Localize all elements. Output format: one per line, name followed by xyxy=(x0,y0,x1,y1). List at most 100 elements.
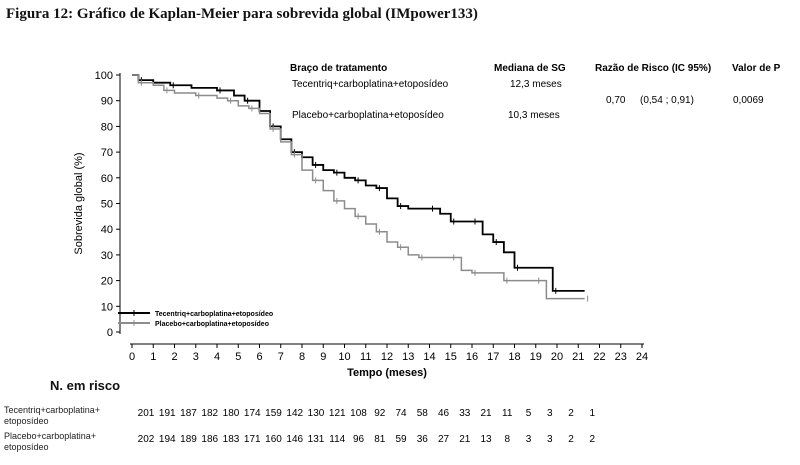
y-tick-label: 30 xyxy=(101,250,113,262)
risk-value: 180 xyxy=(223,408,240,419)
risk-value: 171 xyxy=(244,434,261,445)
y-tick-label: 20 xyxy=(101,276,113,288)
risk-value: 114 xyxy=(329,434,345,445)
series-line-1 xyxy=(132,74,585,300)
y-tick-label: 40 xyxy=(101,224,113,236)
risk-value: 189 xyxy=(180,434,197,445)
y-tick-label: 100 xyxy=(95,70,113,82)
risk-value: 96 xyxy=(353,434,365,445)
annotation-header: Braço de tratamento xyxy=(290,63,387,74)
y-tick-label: 0 xyxy=(107,327,113,339)
risk-value: 187 xyxy=(180,408,197,419)
risk-value: 33 xyxy=(459,408,471,419)
risk-table-values: 201 191 187 182 180 174 159 142 130 121 108 92 74 58 4… xyxy=(138,408,596,445)
x-tick-label: 7 xyxy=(278,351,284,363)
annotation-arm: Tecentriq+carboplatina+etoposídeo xyxy=(292,79,449,90)
x-tick-label: 23 xyxy=(615,351,627,363)
risk-value: 2 xyxy=(589,434,595,445)
x-tick-label: 1 xyxy=(150,351,156,363)
y-tick-label: 50 xyxy=(101,199,113,211)
risk-value: 194 xyxy=(159,434,176,445)
annotation-ci: (0,54 ; 0,91) xyxy=(640,95,694,106)
x-tick-label: 17 xyxy=(487,351,499,363)
x-axis-label: Tempo (meses) xyxy=(347,367,427,379)
x-tick-label: 19 xyxy=(530,351,542,363)
y-tick-label: 90 xyxy=(101,96,113,108)
annotation-median: 12,3 meses xyxy=(510,79,562,90)
risk-value: 46 xyxy=(438,408,450,419)
y-tick-label: 70 xyxy=(101,147,113,159)
figure-title: Figura 12: Gráfico de Kaplan-Meier para … xyxy=(6,6,478,22)
y-tick-label: 10 xyxy=(101,301,113,313)
x-tick-label: 2 xyxy=(171,351,177,363)
risk-value: 186 xyxy=(201,434,218,445)
risk-value: 202 xyxy=(138,434,155,445)
risk-value: 1 xyxy=(589,408,595,419)
annotation-p: 0,0069 xyxy=(733,95,764,106)
risk-value: 21 xyxy=(459,434,471,445)
risk-value: 108 xyxy=(350,408,367,419)
risk-value: 182 xyxy=(201,408,218,419)
x-tick-label: 4 xyxy=(214,351,220,363)
chart-ticks: 0 1 2 3 4 5 6 7 8 9 10 11 12 13 14 15 16 17 18 19 20 21 22 23 24… xyxy=(95,70,648,363)
risk-table-title: N. em risco xyxy=(50,378,121,393)
y-tick-label: 60 xyxy=(101,173,113,185)
risk-value: 201 xyxy=(138,408,155,419)
risk-value: 13 xyxy=(480,434,492,445)
x-tick-label: 5 xyxy=(235,351,241,363)
x-tick-label: 22 xyxy=(593,351,605,363)
risk-value: 146 xyxy=(286,434,303,445)
x-tick-label: 3 xyxy=(193,351,199,363)
risk-value: 8 xyxy=(504,434,510,445)
risk-value: 3 xyxy=(547,408,553,419)
annotation-header: Mediana de SG xyxy=(494,63,566,74)
x-tick-label: 18 xyxy=(508,351,520,363)
risk-value: 11 xyxy=(502,408,513,419)
risk-row-label-placebo: Placebo+carboplatina+ etoposídeo xyxy=(4,431,97,452)
annotation-header: Valor de P xyxy=(732,63,781,74)
risk-value: 3 xyxy=(547,434,553,445)
legend-label: Tecentriq+carboplatina+etoposídeo xyxy=(155,311,273,318)
x-tick-label: 6 xyxy=(256,351,262,363)
risk-value: 81 xyxy=(374,434,386,445)
x-tick-label: 21 xyxy=(572,351,584,363)
y-tick-label: 80 xyxy=(101,121,113,133)
risk-value: 21 xyxy=(480,408,492,419)
risk-value: 74 xyxy=(395,408,407,419)
x-tick-label: 15 xyxy=(445,351,457,363)
risk-value: 58 xyxy=(417,408,429,419)
risk-value: 3 xyxy=(526,434,532,445)
risk-value: 142 xyxy=(286,408,303,419)
x-tick-label: 10 xyxy=(338,351,350,363)
legend-label: Placebo+carboplatina+etoposídeo xyxy=(155,321,269,328)
risk-value: 59 xyxy=(395,434,407,445)
risk-value: 2 xyxy=(568,434,574,445)
risk-value: 2 xyxy=(568,408,574,419)
risk-value: 5 xyxy=(526,408,532,419)
series-line-0 xyxy=(132,74,585,292)
annotation-header: Razão de Risco (IC 95%) xyxy=(595,63,711,74)
y-axis-label: Sobrevida global (%) xyxy=(73,152,85,254)
risk-value: 36 xyxy=(417,434,429,445)
x-tick-label: 14 xyxy=(423,351,435,363)
risk-value: 191 xyxy=(159,408,176,419)
x-tick-label: 20 xyxy=(551,351,563,363)
risk-value: 27 xyxy=(438,434,450,445)
annotation-hr: 0,70 xyxy=(606,95,626,106)
x-tick-label: 24 xyxy=(636,351,648,363)
chart-legend: Tecentriq+carboplatina+etoposídeo Placebo… xyxy=(118,310,273,328)
x-tick-label: 16 xyxy=(466,351,478,363)
annotation-arm: Placebo+carboplatina+etoposídeo xyxy=(292,110,444,121)
risk-value: 160 xyxy=(265,434,282,445)
risk-value: 130 xyxy=(308,408,325,419)
risk-row-label-tecentriq: Tecentriq+carboplatina+ etoposídeo xyxy=(4,405,101,426)
risk-value: 92 xyxy=(374,408,386,419)
risk-value: 121 xyxy=(329,408,346,419)
censor-marks-1 xyxy=(140,79,589,302)
annotation-median: 10,3 meses xyxy=(508,110,560,121)
risk-value: 159 xyxy=(265,408,282,419)
x-tick-label: 9 xyxy=(320,351,326,363)
chart-series xyxy=(132,74,589,302)
x-tick-label: 8 xyxy=(299,351,305,363)
